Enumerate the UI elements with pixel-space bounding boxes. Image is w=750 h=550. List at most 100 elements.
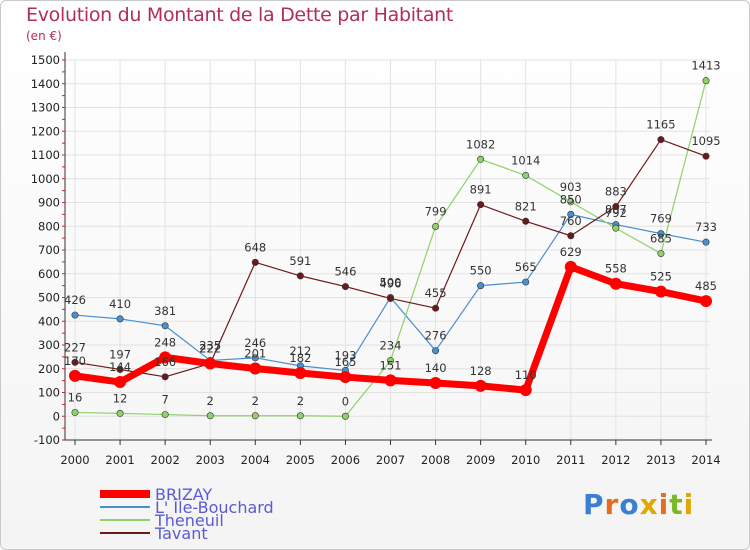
legend-label: L' Île-Bouchard — [155, 498, 274, 517]
data-label: 193 — [334, 348, 356, 362]
data-label: 234 — [380, 339, 402, 353]
y-tick-label: 900 — [38, 196, 60, 210]
data-point — [429, 377, 442, 389]
data-point — [477, 201, 485, 209]
data-point — [116, 315, 124, 323]
data-point — [702, 238, 710, 246]
y-tick-label: 800 — [38, 219, 60, 233]
data-label: 799 — [425, 204, 447, 218]
data-label: 558 — [605, 262, 627, 276]
data-label: 891 — [470, 183, 492, 197]
data-point — [702, 152, 710, 160]
data-label: 16 — [68, 390, 83, 404]
data-label: 201 — [244, 347, 266, 361]
data-point — [432, 304, 440, 312]
y-tick-label: 100 — [38, 386, 60, 400]
data-label: 455 — [425, 286, 447, 300]
data-label: 648 — [244, 240, 266, 254]
data-label: 903 — [560, 180, 582, 194]
x-tick-label: 2014 — [691, 453, 720, 467]
chart-subtitle: (en €) — [26, 29, 62, 43]
y-tick-label: 500 — [38, 291, 60, 305]
data-point — [341, 283, 349, 291]
data-label: 182 — [289, 351, 311, 365]
data-label: 165 — [334, 355, 356, 369]
data-label: 2 — [207, 394, 214, 408]
data-point — [474, 379, 487, 392]
chart-title: Evolution du Montant de la Dette par Hab… — [26, 4, 454, 26]
data-point — [609, 277, 622, 290]
data-point — [296, 272, 304, 280]
x-tick-label: 2006 — [331, 453, 360, 467]
x-tick-label: 2009 — [466, 453, 495, 467]
data-label: 1082 — [466, 137, 495, 151]
data-point — [657, 230, 665, 238]
proxiti-logo: Proxiti — [583, 488, 694, 521]
y-tick-label: 300 — [38, 338, 60, 352]
logo-letter: i — [658, 488, 670, 521]
data-label: 821 — [515, 199, 537, 213]
data-point — [567, 198, 575, 206]
data-point — [522, 171, 530, 179]
data-label: 1095 — [691, 134, 720, 148]
data-point — [384, 374, 397, 387]
data-label: 212 — [289, 344, 311, 358]
data-point — [251, 258, 259, 266]
legend-label: Tavant — [154, 524, 208, 543]
data-label: 381 — [154, 304, 176, 318]
data-point — [161, 373, 169, 381]
data-label: 550 — [470, 264, 492, 278]
data-point — [657, 136, 665, 144]
data-point — [477, 282, 485, 290]
x-tick-label: 2013 — [646, 453, 675, 467]
x-tick-label: 2002 — [151, 453, 180, 467]
x-tick-label: 2008 — [421, 453, 450, 467]
data-point — [477, 155, 485, 163]
y-tick-label: 200 — [38, 362, 60, 376]
data-label: 222 — [199, 342, 221, 356]
data-point — [386, 294, 394, 302]
data-point — [654, 285, 667, 298]
data-point — [116, 409, 124, 417]
x-tick-label: 2007 — [376, 453, 405, 467]
data-point — [251, 412, 259, 420]
y-tick-label: 1000 — [31, 172, 60, 186]
x-tick-label: 2000 — [60, 453, 89, 467]
data-label: 565 — [515, 260, 537, 274]
x-tick-label: 2010 — [511, 453, 540, 467]
data-point — [522, 278, 530, 286]
data-label: 410 — [109, 297, 131, 311]
data-point — [251, 354, 259, 362]
logo-letter: i — [683, 488, 695, 521]
data-point — [204, 357, 217, 370]
data-label: 2 — [252, 394, 259, 408]
data-label: 222 — [199, 342, 221, 356]
data-label: 2 — [297, 394, 304, 408]
data-label: 12 — [113, 391, 128, 405]
data-point — [341, 412, 349, 420]
logo-letter: P — [583, 488, 605, 521]
data-point — [432, 347, 440, 355]
x-tick-label: 2004 — [241, 453, 270, 467]
data-label: 140 — [425, 361, 447, 375]
data-label: 1165 — [646, 118, 675, 132]
data-label: 426 — [64, 293, 86, 307]
data-point — [657, 250, 665, 258]
data-point — [612, 224, 620, 232]
data-label: 807 — [605, 203, 627, 217]
data-label: 235 — [199, 338, 221, 352]
data-point — [161, 322, 169, 330]
logo-letter: o — [619, 488, 640, 521]
data-label: 248 — [154, 335, 176, 349]
data-point — [339, 371, 352, 384]
data-point — [296, 412, 304, 420]
data-label: 197 — [109, 347, 131, 361]
logo-letter: r — [604, 488, 620, 521]
data-label: 144 — [109, 360, 131, 374]
data-label: 0 — [342, 394, 349, 408]
data-point — [69, 369, 81, 382]
x-tick-label: 2003 — [196, 453, 225, 467]
data-label: 170 — [64, 354, 86, 368]
